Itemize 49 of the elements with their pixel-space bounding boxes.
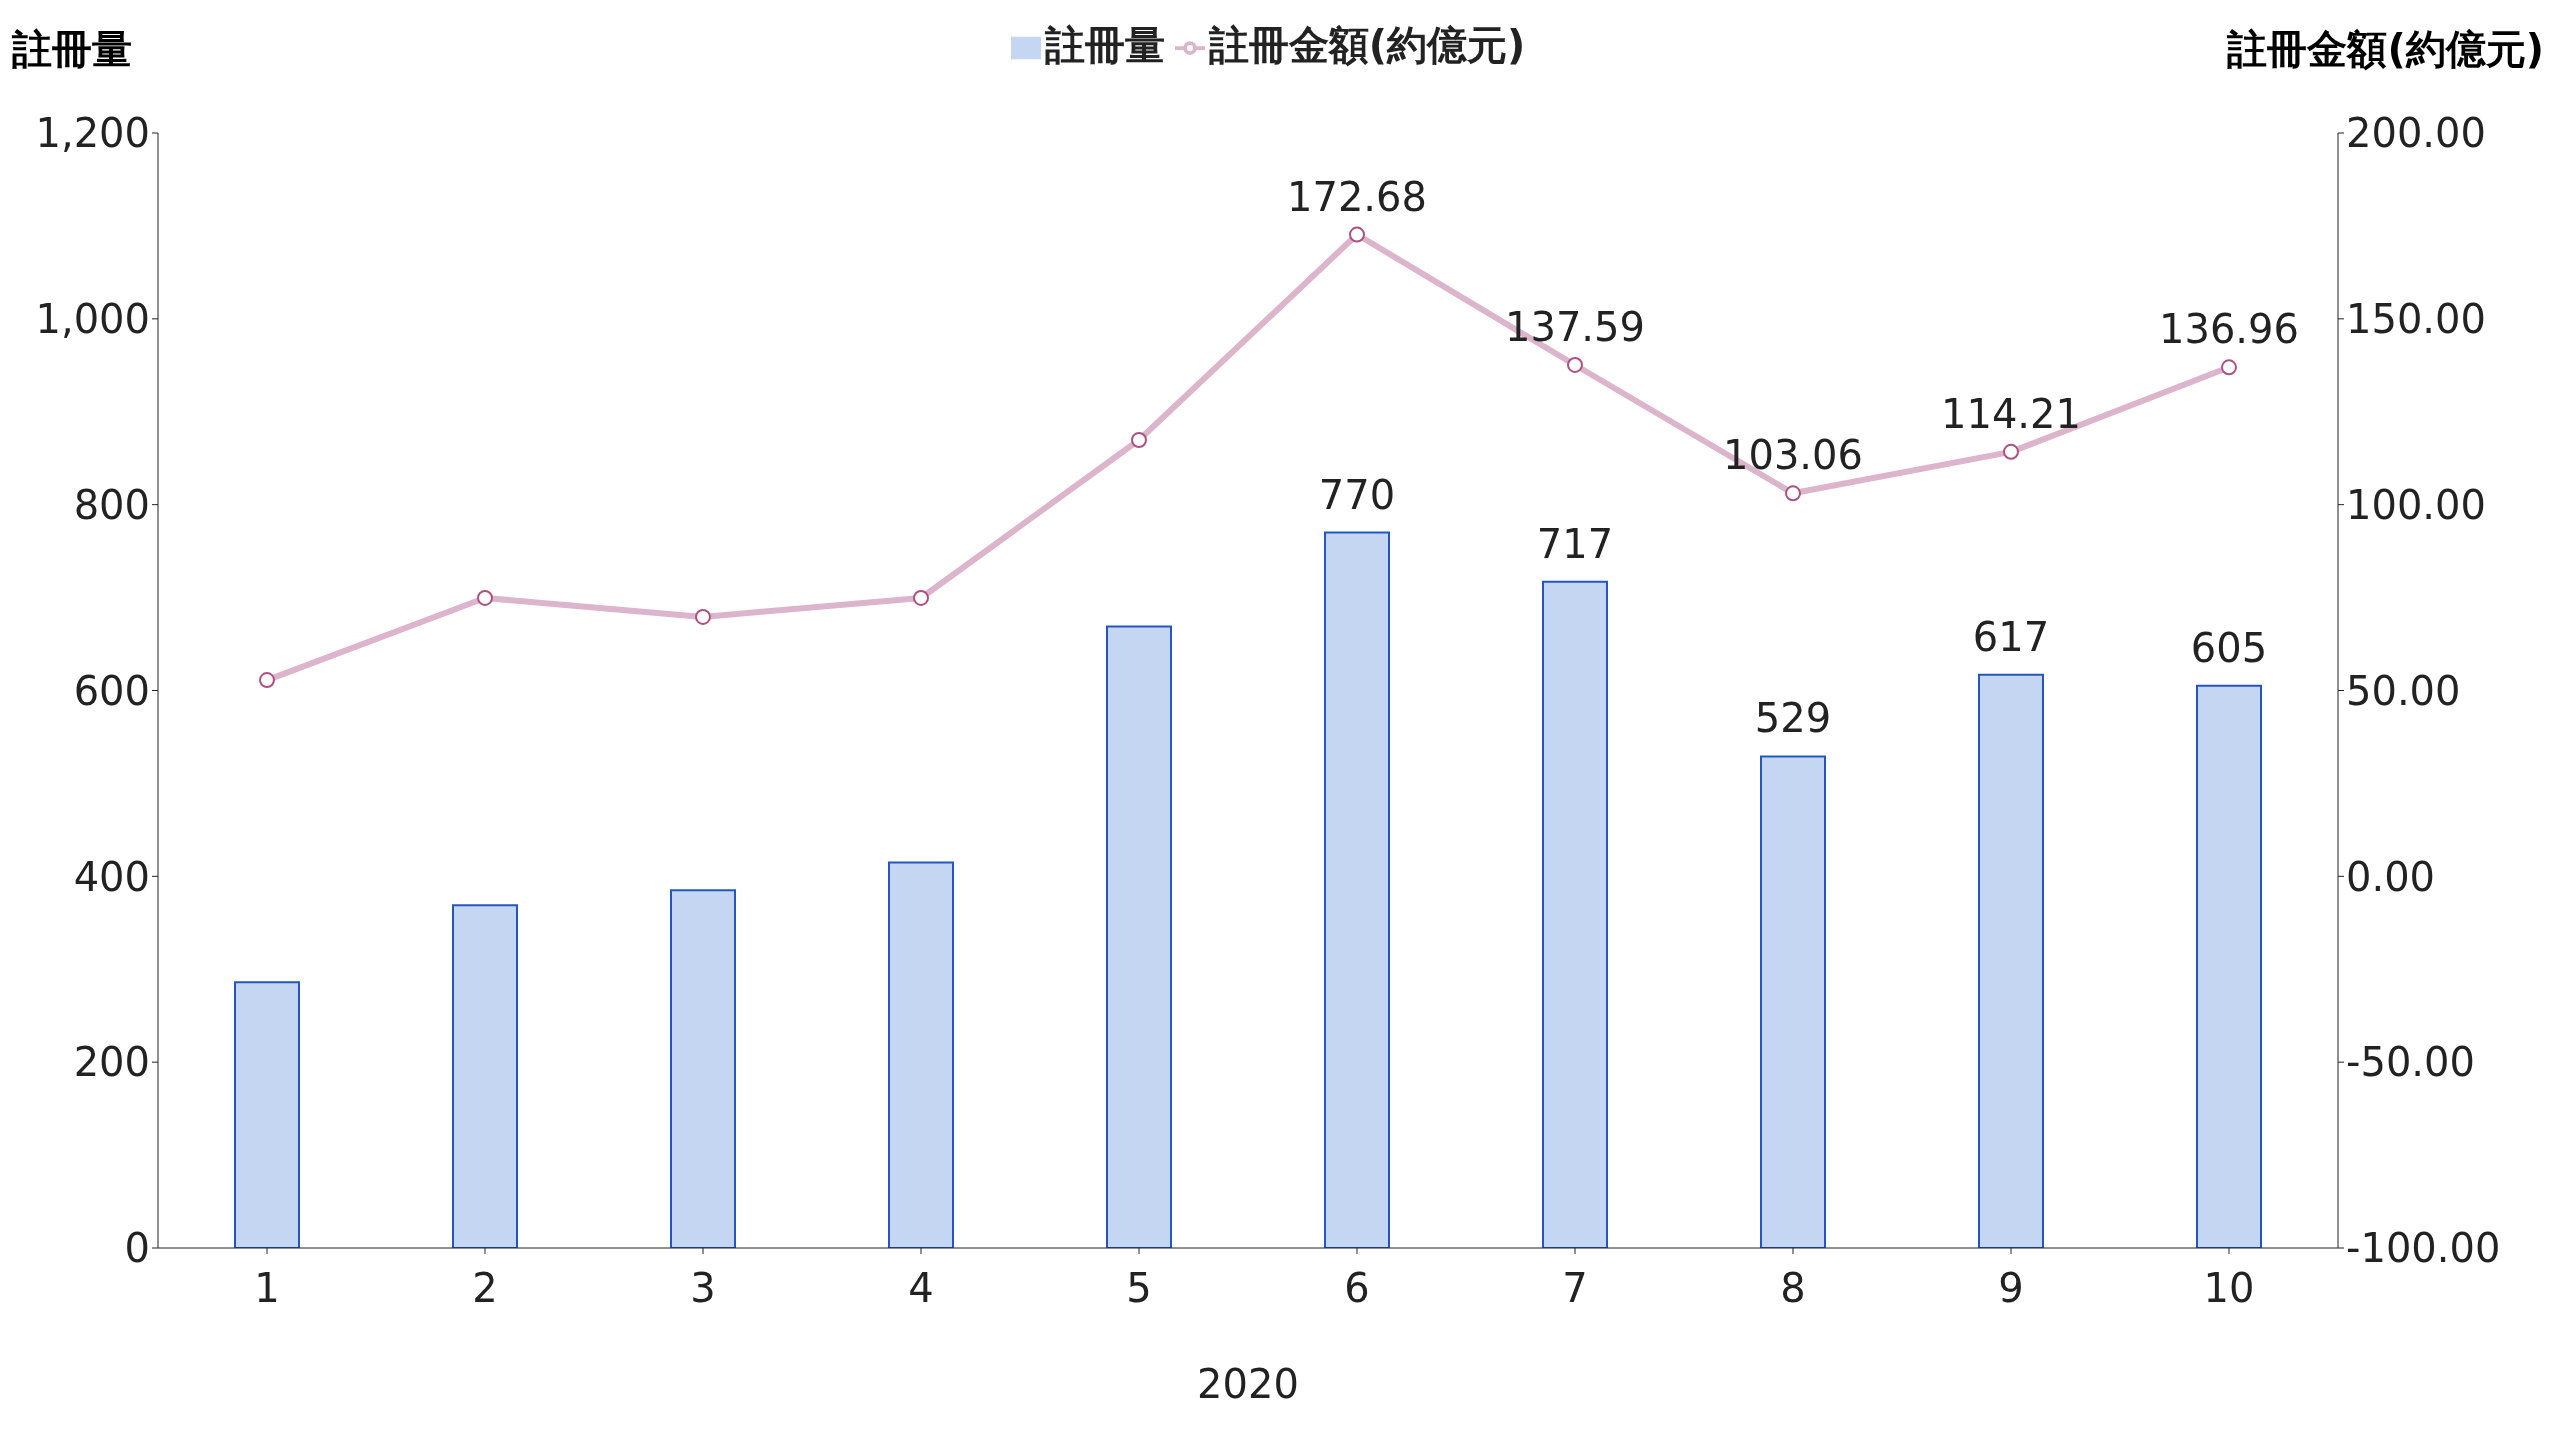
data-label: 617 [1972,613,2050,660]
bar [1106,625,1172,1248]
y-tick-label: 400 [73,853,150,900]
y2-tick-label: -50.00 [2346,1039,2475,1086]
data-label: 172.68 [1287,173,1427,220]
bar [670,889,736,1248]
y-tick-label: 200 [73,1039,150,1086]
x-tick-label: 4 [908,1265,934,1312]
y-tick-label: 1,000 [35,296,150,343]
y2-tick-label: 150.00 [2346,296,2486,343]
bar [888,861,954,1248]
x-tick-label: 1 [254,1265,280,1312]
y2-tick-label: 50.00 [2346,667,2461,714]
data-label: 103.06 [1723,432,1863,479]
y2-axis-title: 註冊金額(約億元) [2227,25,2544,74]
y2-tick-label: -100.00 [2346,1225,2501,1272]
x-tick-label: 3 [690,1265,716,1312]
data-label: 529 [1754,695,1832,742]
bar [452,904,518,1248]
data-label: 136.96 [2159,306,2299,353]
x-tick-label: 2 [472,1265,498,1312]
legend-label: 註冊量 [1044,22,1165,68]
data-label: 114.21 [1941,390,2081,437]
bar [1978,673,2044,1248]
bar [2196,684,2262,1248]
y-tick-label: 0 [124,1225,150,1272]
x-tick-label: 8 [1780,1265,1806,1312]
x-tick-label: 5 [1126,1265,1152,1312]
legend-label: 註冊金額(約億元) [1208,22,1526,68]
x-tick-label: 7 [1562,1265,1588,1312]
data-label: 717 [1536,520,1614,567]
data-label: 605 [2190,624,2268,671]
y2-tick-label: 200.00 [2346,110,2486,157]
bar [1760,755,1826,1248]
y2-tick-label: 100.00 [2346,481,2486,528]
y-tick-label: 1,200 [35,110,150,157]
x-tick-label: 6 [1344,1265,1370,1312]
y2-tick-label: 0.00 [2346,853,2436,900]
y-tick-label: 600 [73,667,150,714]
x-tick-label: 9 [1998,1265,2024,1312]
bar [234,981,300,1248]
data-label: 137.59 [1505,303,1645,350]
bar [1542,580,1608,1248]
x-tick-label: 10 [2203,1265,2255,1312]
x-axis-title: 2020 [1197,1361,1299,1407]
data-label: 770 [1318,471,1396,518]
y-tick-label: 800 [73,481,150,528]
bar [1324,531,1390,1248]
y-axis-title: 註冊量 [12,25,132,74]
